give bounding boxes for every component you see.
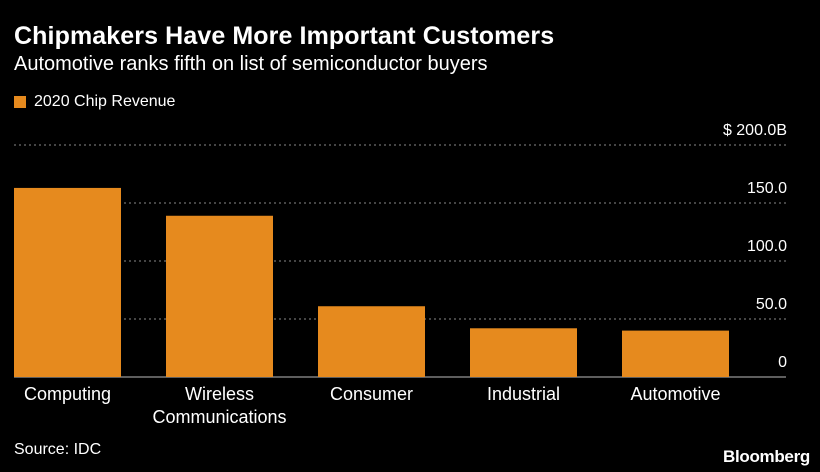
- bar: [470, 328, 577, 377]
- bar: [622, 330, 729, 377]
- brand-logo: Bloomberg: [722, 447, 810, 466]
- x-category-label: Automotive: [630, 384, 720, 404]
- x-category-label: Industrial: [487, 384, 560, 404]
- y-tick-label: $ 200.0B: [723, 122, 787, 139]
- chart-title: Chipmakers Have More Important Customers: [14, 22, 555, 50]
- bar: [318, 306, 425, 377]
- source-note: Source: IDC: [14, 441, 102, 458]
- y-tick-label: 100.0: [747, 238, 787, 255]
- x-category-label: Wireless Communications: [152, 384, 286, 427]
- y-tick-label: 50.0: [756, 296, 787, 313]
- bar: [14, 187, 121, 377]
- x-category-label: Computing: [24, 384, 111, 404]
- legend-label: 2020 Chip Revenue: [34, 93, 176, 110]
- chart-subtitle: Automotive ranks fifth on list of semico…: [14, 53, 488, 75]
- bar: [166, 215, 273, 377]
- legend: 2020 Chip Revenue: [14, 93, 175, 111]
- legend-swatch: [14, 96, 26, 108]
- y-tick-label: 0: [778, 354, 787, 371]
- x-category-label: Consumer: [330, 384, 413, 404]
- y-tick-label: 150.0: [747, 180, 787, 197]
